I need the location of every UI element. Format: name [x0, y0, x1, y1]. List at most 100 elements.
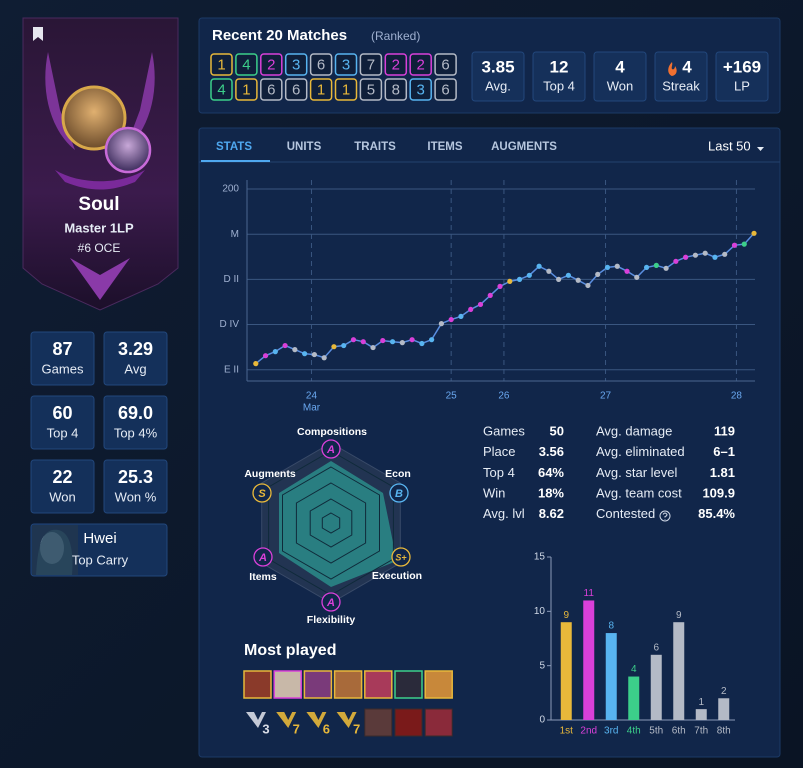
lp-point[interactable] [507, 278, 513, 285]
lp-point[interactable] [751, 230, 757, 236]
lp-point[interactable] [409, 337, 415, 343]
lp-point[interactable] [741, 241, 747, 247]
champion-icon[interactable] [424, 670, 453, 699]
stat-label: Top 4% [114, 425, 158, 440]
lp-point[interactable] [595, 271, 601, 278]
lp-point[interactable] [350, 337, 357, 343]
bar-value-label: 4 [631, 664, 637, 675]
champion-icon[interactable] [333, 670, 363, 699]
lp-point[interactable] [526, 272, 532, 278]
filter-dropdown[interactable]: Last 50 [708, 138, 751, 153]
lp-point[interactable] [575, 277, 581, 283]
item-icon[interactable] [424, 708, 453, 737]
item-icon[interactable] [394, 708, 423, 737]
trait-icon [306, 712, 327, 728]
tab[interactable]: STATS [216, 141, 252, 153]
lp-point[interactable] [556, 276, 562, 282]
lp-point[interactable] [673, 258, 679, 264]
tab[interactable]: ITEMS [427, 141, 462, 153]
champion-icon[interactable] [303, 670, 333, 699]
tab[interactable]: TRAITS [354, 141, 396, 153]
lp-point[interactable] [614, 263, 620, 269]
lp-point[interactable] [624, 268, 630, 274]
bar[interactable] [718, 698, 730, 720]
stat-label: Games [42, 361, 84, 376]
bar[interactable] [695, 709, 707, 720]
lp-point[interactable] [653, 262, 659, 268]
bar[interactable] [650, 654, 662, 720]
lp-point[interactable] [458, 313, 464, 320]
y-tick-label: M [231, 229, 239, 240]
lp-point[interactable] [311, 351, 318, 358]
bookmark-icon[interactable] [33, 27, 43, 41]
bar[interactable] [560, 622, 572, 720]
stat-value: 3.29 [118, 339, 153, 359]
tab[interactable]: UNITS [287, 141, 322, 153]
champion-icon[interactable] [364, 670, 393, 699]
dropdown-caret[interactable] [757, 147, 764, 151]
lp-point[interactable] [477, 301, 484, 308]
lp-point[interactable] [429, 337, 435, 343]
lp-point[interactable] [380, 337, 386, 344]
bar[interactable] [583, 600, 595, 720]
lp-point[interactable] [712, 254, 718, 260]
lp-point[interactable] [399, 340, 405, 346]
lp-point[interactable] [321, 355, 327, 361]
lp-point[interactable] [292, 347, 298, 353]
lp-point[interactable] [702, 250, 708, 256]
item-icon[interactable] [364, 708, 393, 737]
lp-point[interactable] [341, 342, 347, 349]
placement-tile [359, 78, 383, 101]
lp-point[interactable] [331, 344, 337, 350]
lp-line [255, 232, 755, 365]
summary-value: 12 [550, 57, 569, 76]
lp-point[interactable] [536, 263, 542, 269]
placement-number: 6 [441, 81, 449, 98]
champion-icon[interactable] [394, 670, 423, 699]
lp-point[interactable] [731, 242, 738, 248]
lp-point[interactable] [438, 321, 445, 327]
lp-point[interactable] [487, 292, 493, 299]
lp-point[interactable] [419, 340, 425, 347]
lp-point[interactable] [262, 353, 269, 359]
bar[interactable] [605, 633, 617, 720]
stat-value: 87 [52, 339, 72, 359]
lp-point[interactable] [722, 251, 728, 257]
lp-point[interactable] [565, 272, 572, 278]
champion-icon[interactable] [243, 670, 272, 699]
top-carry-label: Top Carry [72, 552, 129, 567]
lp-point[interactable] [546, 268, 552, 274]
lp-point[interactable] [497, 283, 503, 289]
profile-rank: Master 1LP [64, 220, 134, 235]
lp-point[interactable] [634, 274, 640, 280]
stat-number: 50 [550, 423, 564, 438]
placement-tile [409, 78, 432, 101]
trait-count: 6 [323, 721, 330, 736]
placement-tile [309, 78, 333, 101]
lp-point[interactable] [604, 264, 611, 271]
lp-point[interactable] [692, 252, 699, 258]
lp-point[interactable] [253, 361, 259, 367]
lp-point[interactable] [370, 344, 376, 351]
lp-point[interactable] [516, 276, 523, 282]
info-icon[interactable] [659, 510, 671, 522]
lp-point[interactable] [663, 265, 669, 271]
lp-point[interactable] [448, 316, 454, 323]
bar[interactable] [628, 676, 640, 720]
lp-point[interactable] [389, 339, 396, 345]
lp-point[interactable] [302, 351, 308, 357]
lp-point[interactable] [360, 339, 366, 345]
champion-icon[interactable] [273, 670, 302, 699]
tab[interactable]: AUGMENTS [491, 141, 557, 153]
lp-point[interactable] [683, 254, 689, 260]
lp-point[interactable] [282, 342, 288, 349]
bar-value-label: 11 [584, 588, 595, 599]
stat-label: Top 4 [47, 425, 79, 440]
lp-point[interactable] [468, 306, 474, 313]
x-sublabel: Mar [303, 403, 321, 414]
lp-point[interactable] [272, 349, 278, 355]
lp-point[interactable] [643, 264, 650, 271]
grade-badge [321, 592, 341, 612]
bar[interactable] [673, 622, 685, 720]
lp-point[interactable] [585, 282, 591, 289]
